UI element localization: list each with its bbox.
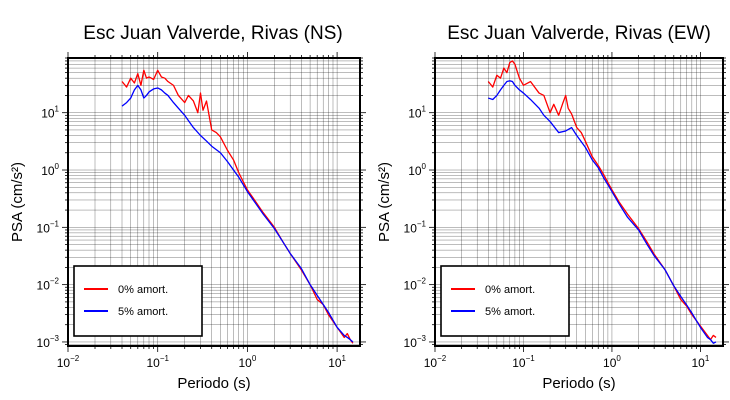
legend-label: 5% amort.	[485, 306, 535, 318]
y-tick-label: 10−1	[37, 219, 60, 235]
y-axis-label: PSA (cm/s²)	[9, 162, 26, 242]
chart-title: Esc Juan Valverde, Rivas (NS)	[83, 23, 342, 44]
chart-title: Esc Juan Valverde, Rivas (EW)	[447, 23, 711, 44]
y-tick-label: 100	[41, 162, 59, 178]
series-line-0pct	[487, 60, 717, 341]
x-tick-label: 10−2	[57, 354, 80, 370]
legend-label: 5% amort.	[118, 306, 168, 318]
x-tick-label: 10−1	[512, 354, 535, 370]
plot-frame	[67, 57, 361, 347]
x-axis-label: Periodo (s)	[542, 375, 615, 392]
legend-box	[73, 265, 203, 337]
y-tick-label: 10−2	[404, 277, 427, 293]
series-line-5pct	[488, 80, 717, 344]
series-group	[487, 60, 717, 344]
grid	[434, 57, 723, 346]
x-tick-label: 100	[238, 354, 256, 370]
chart-panel-ew: 10−2 10−1 100 101 10−3 10−2 10−1 100 101 Esc Juan…	[376, 23, 729, 392]
y-tick-label: 10−1	[404, 219, 427, 235]
x-tick-label: 10−1	[146, 354, 169, 370]
series-line-5pct	[121, 84, 354, 343]
x-tick-label: 100	[603, 354, 621, 370]
x-axis-label: Periodo (s)	[177, 375, 250, 392]
y-axis-label: PSA (cm/s²)	[376, 162, 393, 242]
y-tick-label: 101	[41, 105, 59, 121]
chart-panel-ns: 10−2 10−1 100 101 10−3 10−2 10−1 100 101 Esc Juan…	[9, 23, 366, 392]
y-tick-label: 101	[408, 105, 426, 121]
x-tick-label: 101	[328, 354, 346, 370]
plot-frame	[434, 57, 724, 347]
series-line-0pct	[121, 69, 354, 344]
legend-label: 0% amort.	[118, 284, 168, 296]
y-tick-label: 100	[408, 162, 426, 178]
legend-box	[440, 265, 570, 337]
series-group	[121, 69, 354, 344]
x-tick-label: 10−2	[424, 354, 447, 370]
y-tick-label: 10−3	[37, 334, 60, 350]
legend-label: 0% amort.	[485, 284, 535, 296]
x-tick-label: 101	[692, 354, 710, 370]
y-tick-label: 10−2	[37, 277, 60, 293]
y-tick-label: 10−3	[404, 334, 427, 350]
